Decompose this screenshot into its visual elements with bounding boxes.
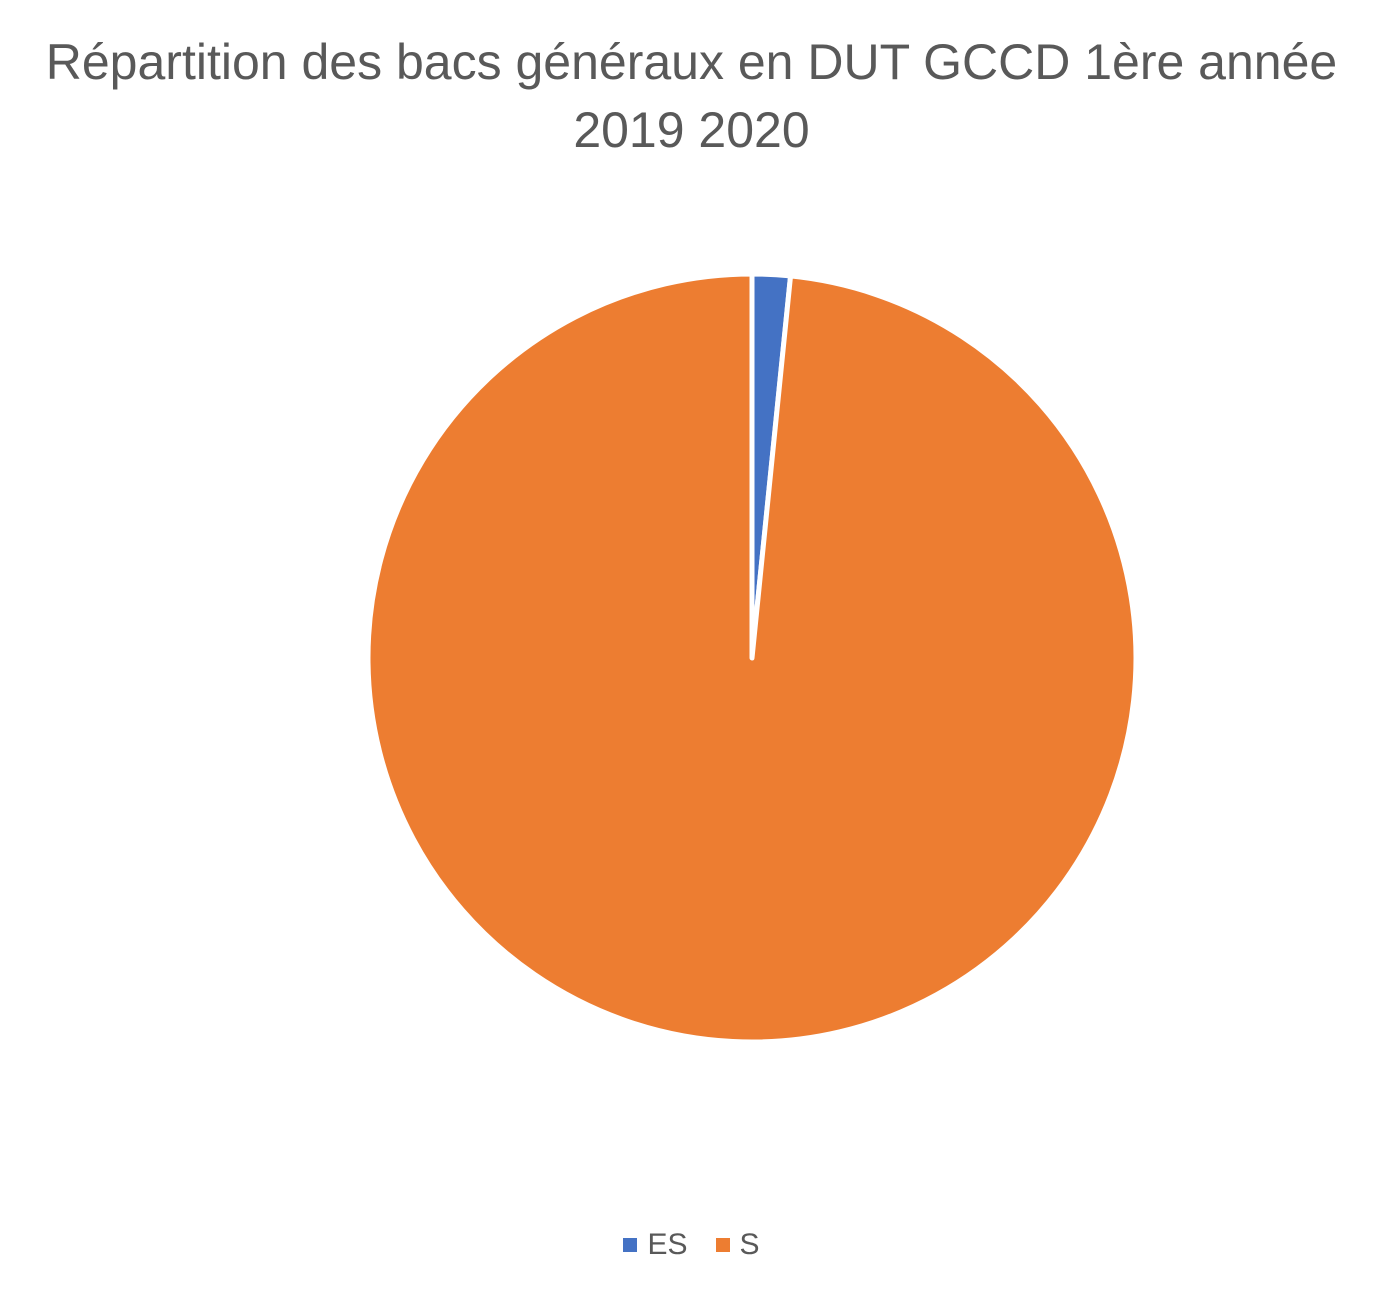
legend-label-es: ES [647, 1228, 688, 1261]
legend-item-es: ES [623, 1228, 688, 1262]
legend-swatch-s [715, 1238, 730, 1252]
legend: ES S [0, 1228, 1383, 1262]
legend-item-s: S [715, 1228, 760, 1262]
legend-label-s: S [739, 1228, 760, 1261]
pie-slice-s [365, 271, 1139, 1045]
legend-swatch-es [623, 1238, 638, 1252]
pie-slices [365, 271, 1139, 1045]
chart-title: Répartition des bacs généraux en DUT GCC… [0, 28, 1383, 164]
chart-title-line-1: Répartition des bacs généraux en DUT GCC… [45, 34, 1338, 90]
chart-title-line-2: 2019 2020 [573, 102, 810, 158]
